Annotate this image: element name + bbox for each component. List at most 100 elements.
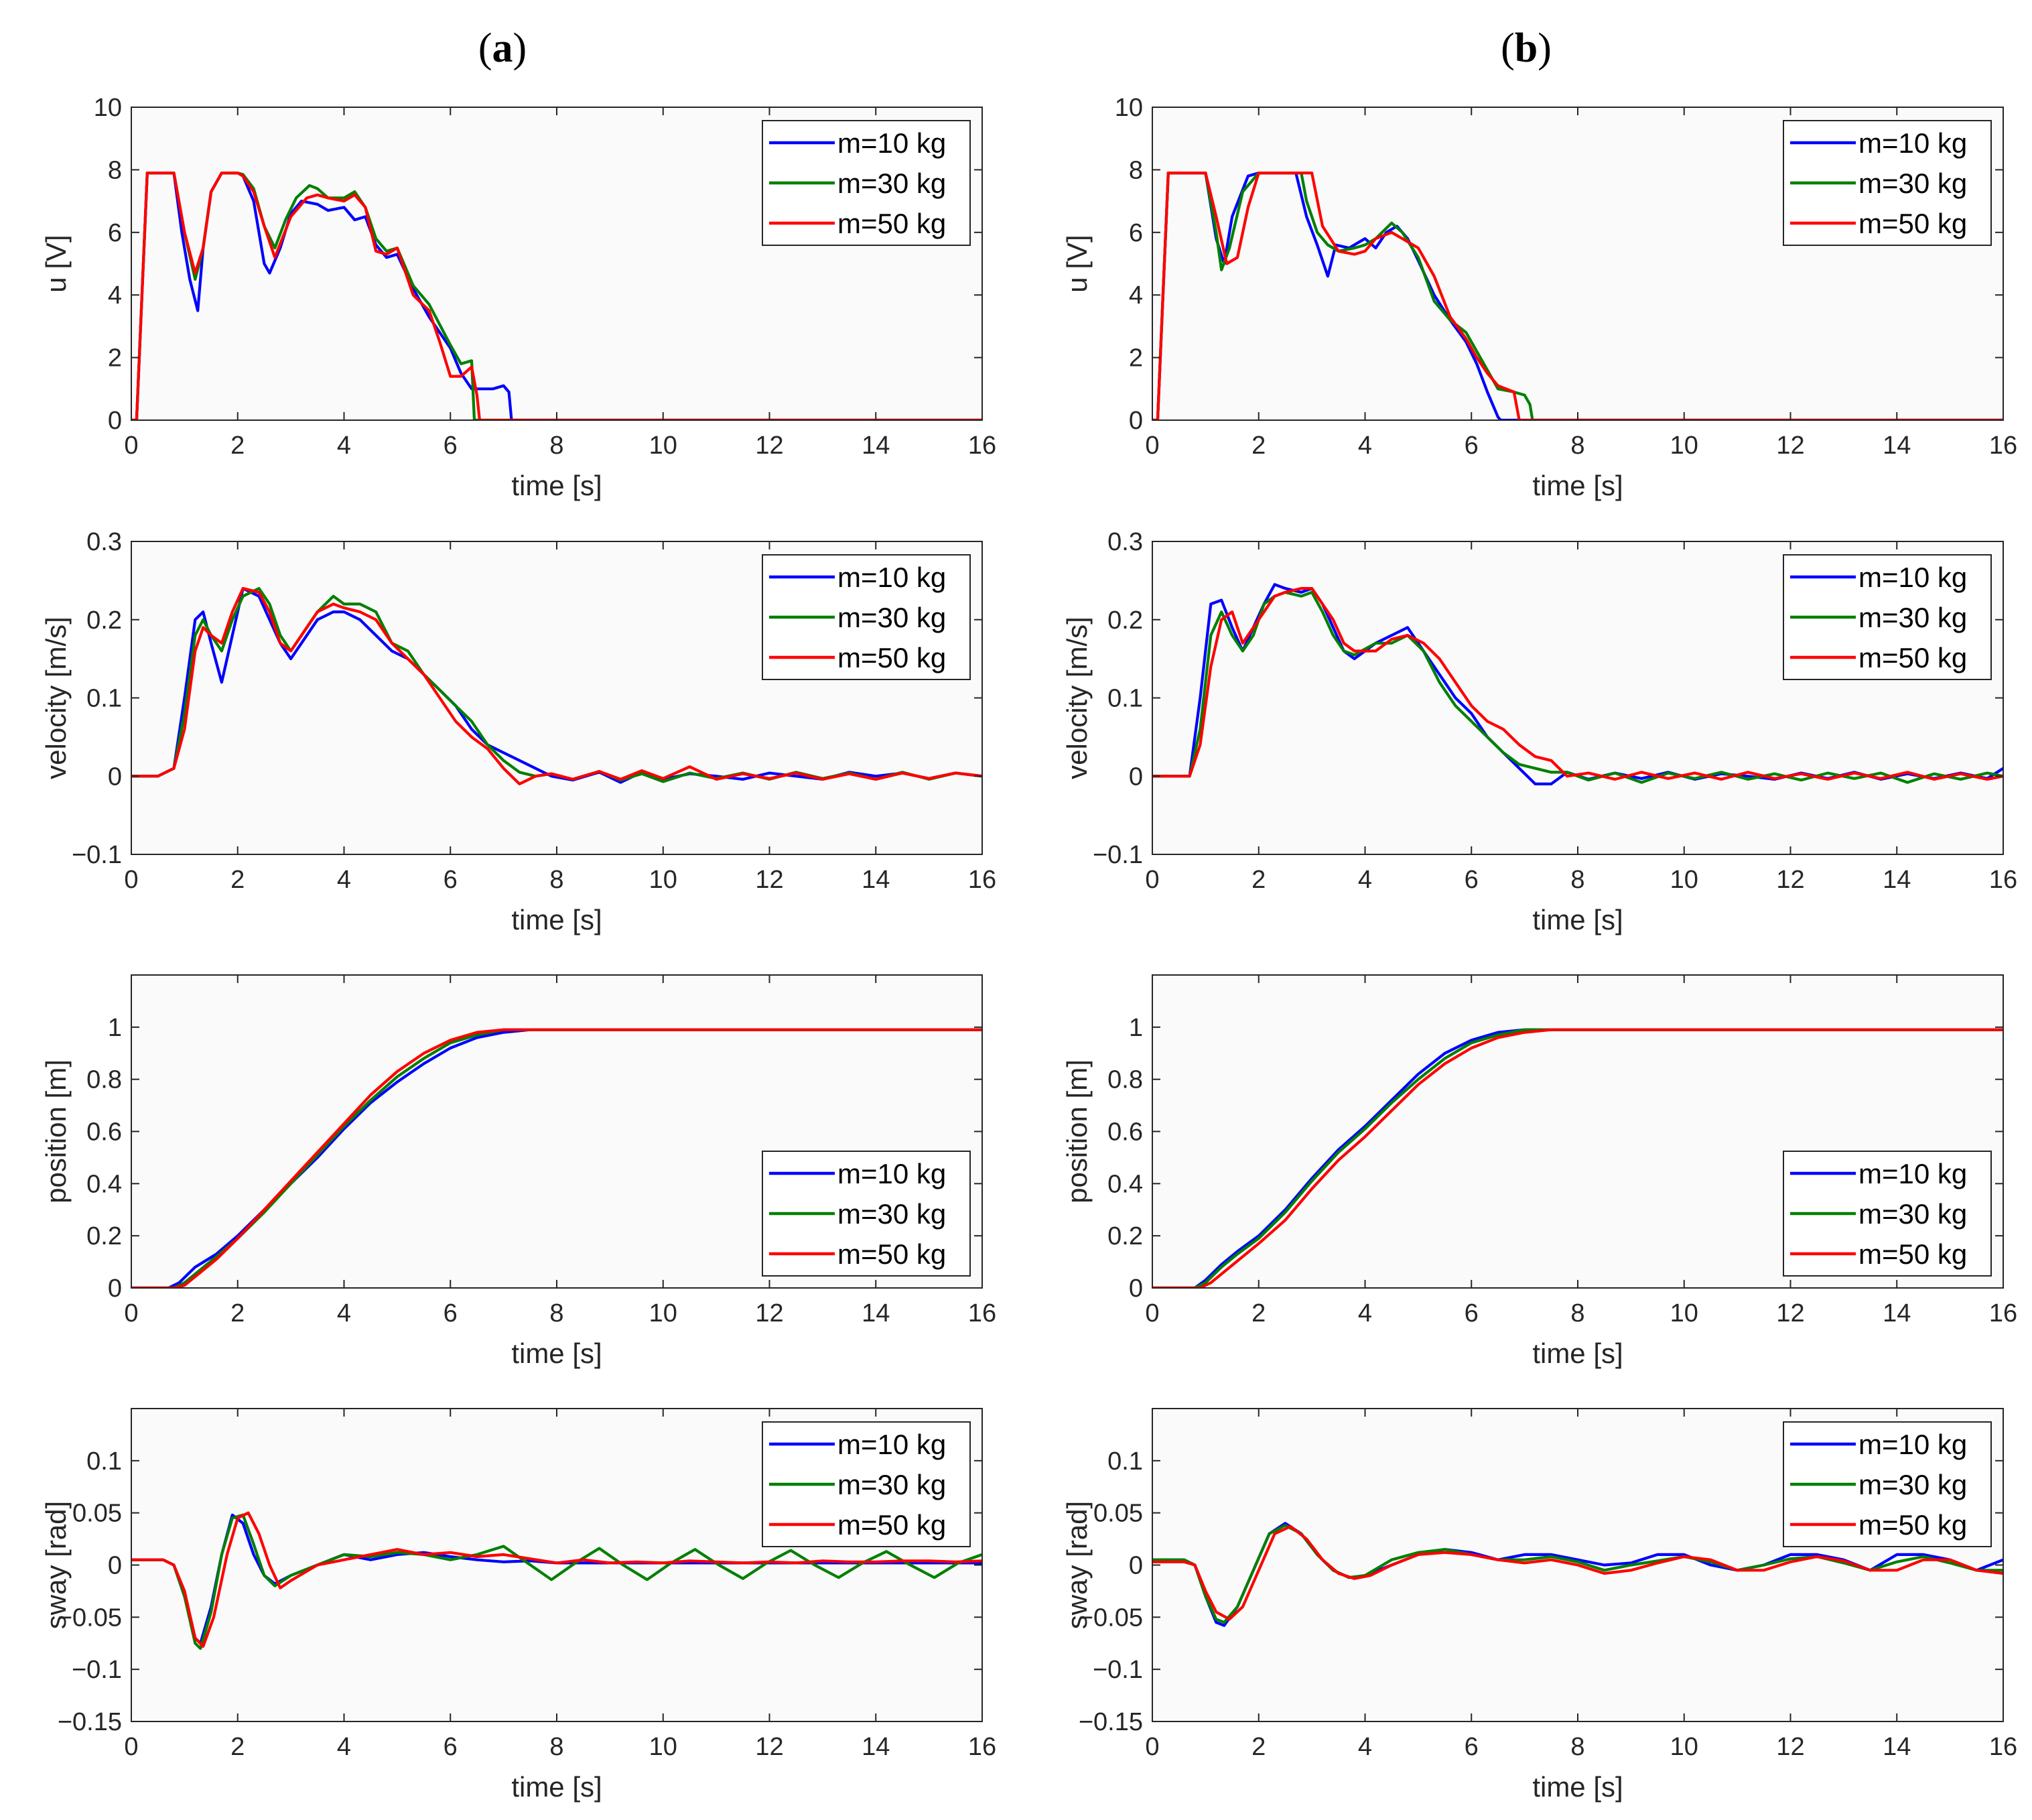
chart-panel-b-1: 0 2 4 6 8 10 12 14 16 0 2 4 6 8 10 time [s] u [V] m=10 kg… <box>1061 94 2017 501</box>
legend: m=10 kg m=30 kg m=50 kg <box>762 554 971 680</box>
y-tick-label: −0.1 <box>1093 841 1143 869</box>
series-line-m-50-kg <box>1152 1028 2003 1288</box>
series-line-m-50-kg <box>1152 1524 2003 1621</box>
x-tick-label: 12 <box>1776 1733 1804 1761</box>
y-tick-label: 0.1 <box>1107 685 1143 713</box>
x-tick-label: 6 <box>444 1733 458 1761</box>
legend-entry: m=10 kg <box>837 562 946 593</box>
y-tick-label: −0.05 <box>1079 1604 1143 1632</box>
y-tick-label: 0.6 <box>1107 1118 1143 1147</box>
x-tick-label: 0 <box>1145 432 1159 460</box>
y-tick-label: 0.2 <box>1107 1222 1143 1250</box>
x-tick-label: 14 <box>862 1299 890 1327</box>
x-tick-label: 6 <box>444 1299 458 1327</box>
x-tick-label: 14 <box>862 866 890 894</box>
column-title-a: (a) <box>478 25 527 71</box>
y-tick-label: 0 <box>108 407 122 435</box>
legend-entry: m=10 kg <box>837 127 946 159</box>
x-tick-label: 0 <box>124 432 138 460</box>
y-axis-label: velocity [m/s] <box>40 616 72 779</box>
x-tick-label: 10 <box>649 1299 677 1327</box>
x-tick-label: 14 <box>1883 432 1911 460</box>
x-tick-label: 10 <box>649 1733 677 1761</box>
x-tick-label: 12 <box>755 866 783 894</box>
y-tick-label: 0.8 <box>86 1066 122 1094</box>
x-tick-label: 4 <box>1358 1299 1372 1327</box>
legend: m=10 kg m=30 kg m=50 kg <box>1783 554 1992 680</box>
series-line-m-50-kg <box>131 1028 982 1288</box>
x-tick-label: 0 <box>1145 1733 1159 1761</box>
y-tick-label: −0.15 <box>1079 1708 1143 1736</box>
y-axis-label: sway [rad] <box>1061 1501 1093 1629</box>
y-tick-label: 2 <box>1129 344 1143 373</box>
y-tick-label: 0.3 <box>1107 528 1143 556</box>
x-tick-label: 2 <box>1251 1299 1266 1327</box>
x-tick-label: 8 <box>549 432 563 460</box>
x-axis-label: time [s] <box>1532 1338 1623 1369</box>
y-tick-label: −0.05 <box>58 1604 122 1632</box>
y-tick-label: 0.4 <box>1107 1170 1143 1198</box>
legend: m=10 kg m=30 kg m=50 kg <box>762 120 971 246</box>
column-title-b: (b) <box>1501 25 1552 71</box>
chart-panel-a-3: 0 2 4 6 8 10 12 14 16 0 0.2 0.4 0.6 0.8 1 time [s] posit… <box>40 974 996 1369</box>
legend: m=10 kg m=30 kg m=50 kg <box>762 1151 971 1277</box>
legend-entry: m=10 kg <box>1858 127 1967 159</box>
y-tick-label: −0.1 <box>72 1656 122 1684</box>
series-line-m-50-kg <box>131 587 982 785</box>
legend-entry: m=10 kg <box>1858 1429 1967 1460</box>
x-tick-label: 4 <box>1358 866 1372 894</box>
x-tick-label: 12 <box>1776 432 1804 460</box>
y-tick-label: 8 <box>108 156 122 184</box>
chart-panel-b-4: 0 2 4 6 8 10 12 14 16 −0.15 −0.1 −0.05 0 0.05 0.1 time … <box>1061 1408 2017 1803</box>
legend-entry: m=50 kg <box>837 642 946 673</box>
y-tick-label: −0.1 <box>1093 1656 1143 1684</box>
x-tick-label: 6 <box>1465 432 1479 460</box>
x-tick-label: 14 <box>1883 1733 1911 1761</box>
x-tick-label: 14 <box>1883 866 1911 894</box>
x-tick-label: 2 <box>1251 432 1266 460</box>
x-axis-label: time [s] <box>511 904 602 935</box>
x-axis-label: time [s] <box>1532 904 1623 935</box>
x-axis-label: time [s] <box>1532 470 1623 501</box>
x-tick-label: 8 <box>549 1733 563 1761</box>
y-tick-label: 0.2 <box>86 606 122 635</box>
y-tick-label: 1 <box>108 1014 122 1042</box>
series-line-m-30-kg <box>1152 1028 2003 1288</box>
y-tick-label: 0.4 <box>86 1170 122 1198</box>
x-tick-label: 6 <box>444 432 458 460</box>
legend-entry: m=10 kg <box>1858 1158 1967 1189</box>
x-tick-label: 8 <box>549 1299 563 1327</box>
y-tick-label: 0 <box>108 1552 122 1580</box>
x-axis-label: time [s] <box>511 470 602 501</box>
x-tick-label: 8 <box>1570 432 1584 460</box>
x-tick-label: 12 <box>1776 1299 1804 1327</box>
series-line-m-30-kg <box>131 1028 982 1288</box>
y-tick-label: 1 <box>1129 1014 1143 1042</box>
x-tick-label: 10 <box>1670 432 1698 460</box>
y-tick-label: 0 <box>1129 1552 1143 1580</box>
x-tick-label: 4 <box>337 1299 351 1327</box>
x-tick-label: 6 <box>444 866 458 894</box>
x-tick-label: 4 <box>1358 432 1372 460</box>
y-tick-label: 0.05 <box>1093 1500 1143 1528</box>
legend-entry: m=50 kg <box>1858 1238 1967 1270</box>
x-tick-label: 0 <box>124 1733 138 1761</box>
y-tick-label: 0 <box>108 1275 122 1303</box>
legend-entry: m=30 kg <box>837 168 946 199</box>
y-tick-label: 0.05 <box>72 1500 122 1528</box>
y-tick-label: 0.6 <box>86 1118 122 1147</box>
series-line-m-30-kg <box>1152 590 2003 784</box>
x-tick-label: 6 <box>1465 1299 1479 1327</box>
x-tick-label: 2 <box>230 432 245 460</box>
x-tick-label: 2 <box>1251 866 1266 894</box>
y-tick-label: 0.2 <box>1107 606 1143 635</box>
legend-entry: m=30 kg <box>1858 1469 1967 1500</box>
y-tick-label: 0.1 <box>1107 1447 1143 1476</box>
x-tick-label: 12 <box>755 1299 783 1327</box>
series-line-m-10-kg <box>131 172 982 420</box>
chart-panel-b-3: 0 2 4 6 8 10 12 14 16 0 0.2 0.4 0.6 0.8 1 time [s] posit… <box>1061 974 2017 1369</box>
x-tick-label: 8 <box>1570 866 1584 894</box>
legend-entry: m=30 kg <box>837 1469 946 1500</box>
